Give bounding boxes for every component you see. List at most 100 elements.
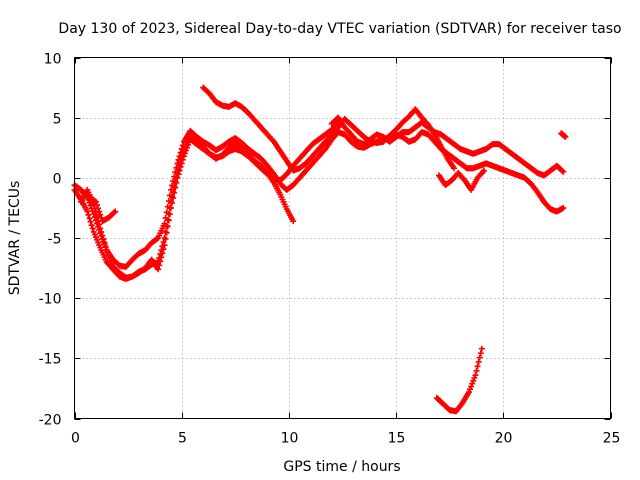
x-tick-label: 5 (178, 431, 187, 447)
data-point (167, 204, 174, 211)
series-arc-4 (80, 189, 119, 225)
chart-title: Day 130 of 2023, Sidereal Day-to-day VTE… (58, 21, 621, 37)
data-point (171, 173, 178, 180)
data-point (166, 211, 173, 218)
data-point (96, 208, 103, 215)
data-point (472, 372, 479, 379)
data-point (470, 377, 477, 384)
x-axis-label: GPS time / hours (283, 459, 400, 475)
data-point (166, 192, 173, 199)
data-point (106, 255, 113, 262)
data-point (467, 386, 474, 393)
y-tick-label: -10 (39, 292, 62, 308)
series-arc-3 (77, 119, 342, 281)
y-tick-label: 5 (53, 112, 62, 128)
data-point (112, 208, 119, 215)
data-point (87, 218, 94, 225)
data-point (163, 229, 170, 236)
data-point (167, 186, 174, 193)
data-point (175, 171, 182, 178)
series-arc-9 (433, 345, 485, 415)
data-point (560, 168, 567, 175)
series-arc-7 (328, 114, 567, 179)
data-point (162, 228, 169, 235)
data-point (178, 145, 185, 152)
data-point (174, 174, 181, 181)
data-point (158, 254, 165, 261)
data-point (475, 358, 482, 365)
data-point (560, 204, 567, 211)
data-point (103, 247, 110, 254)
data-point (164, 223, 171, 230)
data-point (84, 208, 91, 215)
data-point (171, 189, 178, 196)
data-point (173, 179, 180, 186)
data-point (182, 147, 189, 154)
data-point (474, 363, 481, 370)
data-point (170, 178, 177, 185)
data-points (71, 84, 569, 415)
data-point (95, 217, 102, 224)
data-point (97, 225, 104, 232)
data-point (172, 169, 179, 176)
data-point (162, 236, 169, 243)
data-point (177, 149, 184, 156)
data-point (155, 266, 162, 273)
data-point (111, 209, 118, 216)
data-point (169, 182, 176, 189)
data-point (481, 167, 488, 174)
series-arc-10 (558, 130, 569, 140)
data-point (184, 144, 191, 151)
data-point (88, 222, 95, 229)
data-point (179, 156, 186, 163)
data-point (450, 165, 457, 172)
data-point (165, 217, 172, 224)
data-point (157, 258, 164, 265)
data-point (477, 350, 484, 357)
x-tick-label: 15 (388, 431, 406, 447)
data-point (86, 199, 93, 206)
data-point (473, 367, 480, 374)
data-point (478, 345, 485, 352)
data-point (95, 205, 102, 212)
data-point (161, 220, 168, 227)
data-point (105, 252, 112, 259)
data-point (89, 225, 96, 232)
data-point (170, 194, 177, 201)
data-point (179, 142, 186, 149)
data-point (96, 221, 103, 228)
data-point (92, 198, 99, 205)
data-point (160, 239, 167, 246)
data-point (91, 198, 98, 205)
data-point (97, 211, 104, 218)
series-arc-8 (435, 167, 488, 193)
x-tick-label: 20 (495, 431, 513, 447)
x-tick-label: 10 (281, 431, 299, 447)
data-point (161, 242, 168, 249)
data-point (92, 209, 99, 216)
data-point (165, 198, 172, 205)
series-arc-6 (296, 129, 567, 215)
data-point (107, 258, 114, 265)
y-tick-label: 0 (53, 172, 62, 188)
data-point (162, 214, 169, 221)
data-point (178, 160, 185, 167)
data-point (94, 202, 101, 209)
data-point (180, 153, 187, 160)
data-point (562, 133, 569, 140)
data-point (176, 167, 183, 174)
data-point (159, 250, 166, 257)
data-point (181, 150, 188, 157)
data-point (471, 374, 478, 381)
y-axis-label: SDTVAR / TECUs (7, 181, 23, 296)
data-point (172, 184, 179, 191)
y-tick-label: -20 (39, 413, 62, 429)
data-point (104, 249, 111, 256)
data-point (85, 211, 92, 218)
data-point (476, 354, 483, 361)
x-tick-label: 0 (71, 431, 80, 447)
data-point (94, 213, 101, 220)
data-point (160, 246, 167, 253)
x-tick-label: 25 (603, 431, 621, 447)
data-point (290, 218, 297, 225)
